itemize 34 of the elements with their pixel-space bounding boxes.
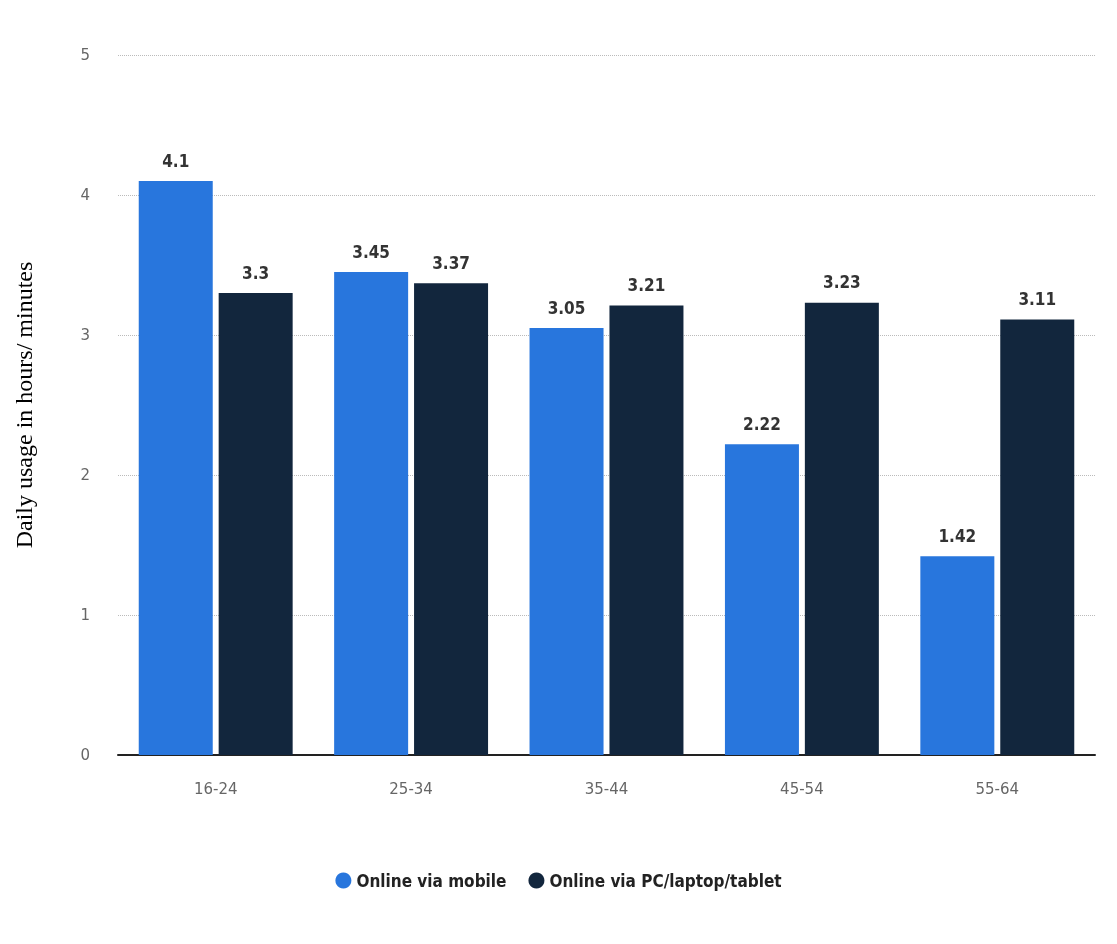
bar (414, 283, 489, 755)
data-label: 4.1 (162, 150, 190, 171)
data-label: 3.05 (547, 297, 586, 318)
y-tick-label: 3 (80, 326, 90, 344)
bar (138, 181, 213, 755)
y-tick-label: 4 (80, 186, 90, 204)
y-tick-label: 0 (80, 746, 90, 764)
x-tick-label: 16-24 (193, 779, 238, 798)
x-tick-label: 45-54 (780, 779, 824, 798)
bar (804, 302, 879, 755)
data-label: 3.21 (627, 275, 666, 296)
bar (529, 328, 604, 755)
legend-label: Online via mobile (356, 870, 507, 891)
y-tick-label: 1 (80, 606, 90, 624)
y-tick-label: 2 (80, 466, 90, 484)
data-label: 2.22 (743, 413, 781, 434)
bar (218, 293, 293, 755)
bar (724, 444, 799, 755)
data-label: 3.3 (242, 262, 270, 283)
x-tick-label: 55-64 (975, 779, 1020, 798)
x-tick-label: 25-34 (389, 779, 433, 798)
data-label: 3.23 (822, 272, 861, 293)
data-label: 1.42 (938, 525, 977, 546)
bar (1000, 319, 1075, 755)
data-label: 3.45 (352, 241, 391, 262)
y-axis-title: Daily usage in hours/ minutes (11, 261, 37, 549)
y-tick-label: 5 (80, 46, 90, 64)
data-label: 3.11 (1018, 289, 1057, 310)
data-label: 3.37 (432, 252, 470, 273)
x-tick-label: 35-44 (584, 779, 629, 798)
bar (609, 305, 684, 755)
bar (334, 272, 409, 755)
legend-label: Online via PC/laptop/tablet (549, 870, 782, 891)
bar (920, 556, 995, 755)
